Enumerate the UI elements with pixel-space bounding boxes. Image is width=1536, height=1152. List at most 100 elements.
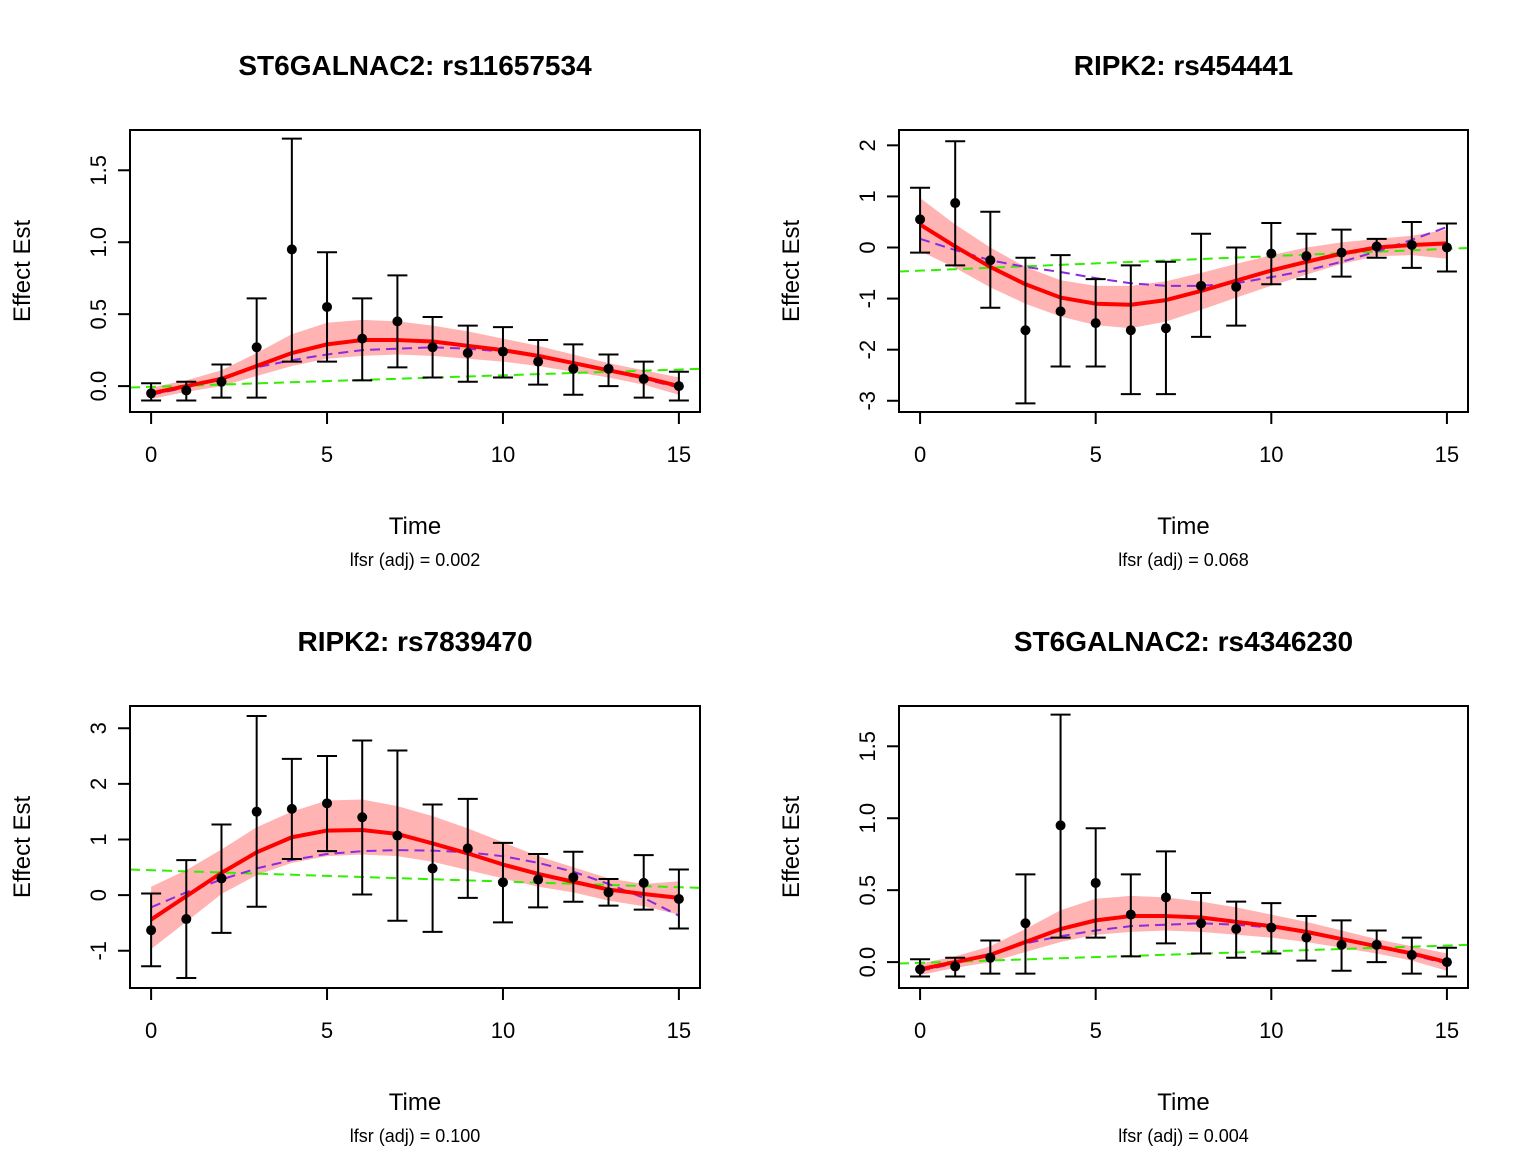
data-point	[603, 887, 614, 898]
x-tick-label: 10	[1259, 442, 1283, 467]
data-point	[462, 348, 473, 359]
data-point	[1020, 918, 1031, 929]
data-point	[427, 863, 438, 874]
x-tick-label: 5	[1090, 1018, 1102, 1043]
data-point	[673, 894, 684, 905]
x-axis-label: Time	[1157, 513, 1209, 540]
x-tick-label: 0	[914, 442, 926, 467]
data-point	[146, 388, 157, 399]
data-point	[1336, 247, 1347, 258]
data-point	[1336, 939, 1347, 950]
data-point	[568, 872, 579, 883]
y-tick-label: 2	[86, 778, 111, 790]
data-point	[950, 961, 961, 972]
data-point	[1441, 957, 1452, 968]
data-point	[915, 214, 926, 225]
data-point	[915, 964, 926, 975]
panel-1: 0 5 10 15 0.0 0.5 1.0 1.5 ST6GALNAC2: rs11657534…	[9, 50, 701, 570]
data-point	[216, 873, 227, 884]
y-axis-label: Effect Est	[9, 796, 36, 899]
data-point	[497, 346, 508, 357]
data-point	[1160, 323, 1171, 334]
data-point	[1406, 949, 1417, 960]
x-tick-label: 10	[491, 1018, 515, 1043]
confidence-band	[151, 799, 679, 950]
x-tick-label: 5	[321, 1018, 333, 1043]
data-point	[1055, 306, 1066, 317]
x-axis-label: Time	[389, 1089, 441, 1116]
data-point	[603, 363, 614, 374]
data-point	[1231, 281, 1242, 292]
data-point	[568, 363, 579, 374]
subtitle-lfsr: lfsr (adj) = 0.004	[1118, 1126, 1249, 1146]
y-tick-label: 3	[86, 722, 111, 734]
confidence-band	[920, 895, 1447, 976]
y-tick-label: 1	[855, 190, 880, 202]
plot-area	[130, 799, 700, 950]
confidence-band	[151, 319, 679, 400]
x-tick-label: 10	[1259, 1018, 1283, 1043]
data-point	[1371, 241, 1382, 252]
x-tick-label: 15	[1435, 1018, 1459, 1043]
y-tick-label: 1.5	[855, 731, 880, 762]
data-point	[251, 342, 262, 353]
data-point	[392, 316, 403, 327]
data-point	[1160, 892, 1171, 903]
data-point	[1125, 325, 1136, 336]
panel-4: 0 5 10 15 0.0 0.5 1.0 1.5 ST6GALNAC2: rs4346230 T…	[778, 626, 1469, 1146]
y-axis-label: Effect Est	[778, 796, 805, 899]
data-point	[985, 255, 996, 266]
y-axis-label: Effect Est	[9, 220, 36, 323]
y-tick-label: 0	[855, 241, 880, 253]
fitted-curve	[150, 828, 680, 922]
x-tick-label: 5	[321, 442, 333, 467]
data-point	[286, 803, 297, 814]
data-point	[286, 244, 297, 255]
data-point	[216, 376, 227, 387]
data-point	[427, 342, 438, 353]
chart-title: ST6GALNAC2: rs11657534	[238, 50, 592, 81]
chart-title: ST6GALNAC2: rs4346230	[1014, 626, 1353, 657]
data-point	[181, 385, 192, 396]
plot-frame	[898, 705, 1469, 989]
x-axis-label: Time	[1157, 1089, 1209, 1116]
data-point	[322, 301, 333, 312]
data-point	[462, 843, 473, 854]
data-point	[1371, 939, 1382, 950]
data-point	[1196, 918, 1207, 929]
x-tick-label: 5	[1090, 442, 1102, 467]
data-point	[1441, 242, 1452, 253]
chart-title: RIPK2: rs454441	[1074, 50, 1293, 81]
data-point	[251, 806, 262, 817]
x-tick-label: 0	[145, 1018, 157, 1043]
data-point	[392, 830, 403, 841]
plot-frame	[898, 129, 1469, 413]
x-tick-label: 10	[491, 442, 515, 467]
fitted-curve	[150, 338, 680, 396]
data-point	[1406, 239, 1417, 250]
y-tick-label: 1	[86, 833, 111, 845]
fitted-curve	[919, 914, 1448, 972]
plot-frame	[129, 129, 701, 413]
x-tick-label: 15	[667, 1018, 691, 1043]
fitted-curve	[919, 222, 1448, 307]
data-point	[322, 798, 333, 809]
y-axis-label: Effect Est	[778, 220, 805, 323]
plot-area	[130, 319, 700, 400]
data-point	[357, 812, 368, 823]
y-tick-label: -1	[86, 941, 111, 961]
data-point	[1231, 924, 1242, 935]
data-point	[1301, 251, 1312, 262]
data-point	[1090, 318, 1101, 329]
data-point	[638, 373, 649, 384]
y-tick-label: 0.0	[86, 371, 111, 402]
x-axis-label: Time	[389, 513, 441, 540]
x-tick-label: 15	[667, 442, 691, 467]
x-tick-label: 0	[145, 442, 157, 467]
y-tick-label: 0.5	[86, 299, 111, 330]
y-tick-label: -1	[855, 289, 880, 309]
data-point	[533, 874, 544, 885]
panel-3: 0 5 10 15 -1 0 1 2 3 RIPK2: rs7839470 Time lfsr (ad…	[9, 626, 701, 1146]
y-tick-label: 0	[86, 889, 111, 901]
